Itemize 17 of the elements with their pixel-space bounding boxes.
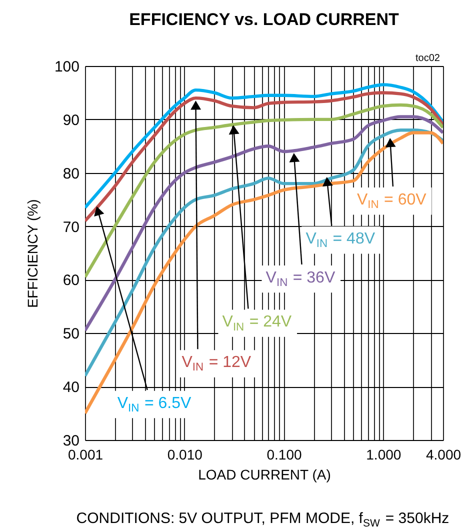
x-axis-title: LOAD CURRENT (A) bbox=[198, 466, 331, 482]
y-tick-label: 100 bbox=[54, 58, 80, 76]
y-tick-label: 50 bbox=[62, 326, 80, 343]
y-tick-label: 90 bbox=[62, 112, 80, 129]
y-tick-label: 40 bbox=[62, 379, 80, 396]
y-tick-label: 80 bbox=[62, 165, 80, 182]
y-tick-label: 30 bbox=[62, 432, 80, 450]
x-tick-label: 0.010 bbox=[167, 446, 203, 462]
chart-title: EFFICIENCY vs. LOAD CURRENT bbox=[129, 10, 400, 29]
y-tick-label: 60 bbox=[62, 272, 80, 290]
text: toc02 bbox=[416, 53, 440, 64]
x-tick-label: 0.001 bbox=[68, 446, 104, 462]
y-axis-title: EFFICIENCY (%) bbox=[24, 199, 40, 308]
x-tick-label: 1.000 bbox=[366, 446, 402, 462]
x-tick-label: 0.100 bbox=[266, 446, 302, 462]
x-tick-label: 4.000 bbox=[426, 446, 462, 462]
y-tick-label: 70 bbox=[62, 218, 80, 236]
